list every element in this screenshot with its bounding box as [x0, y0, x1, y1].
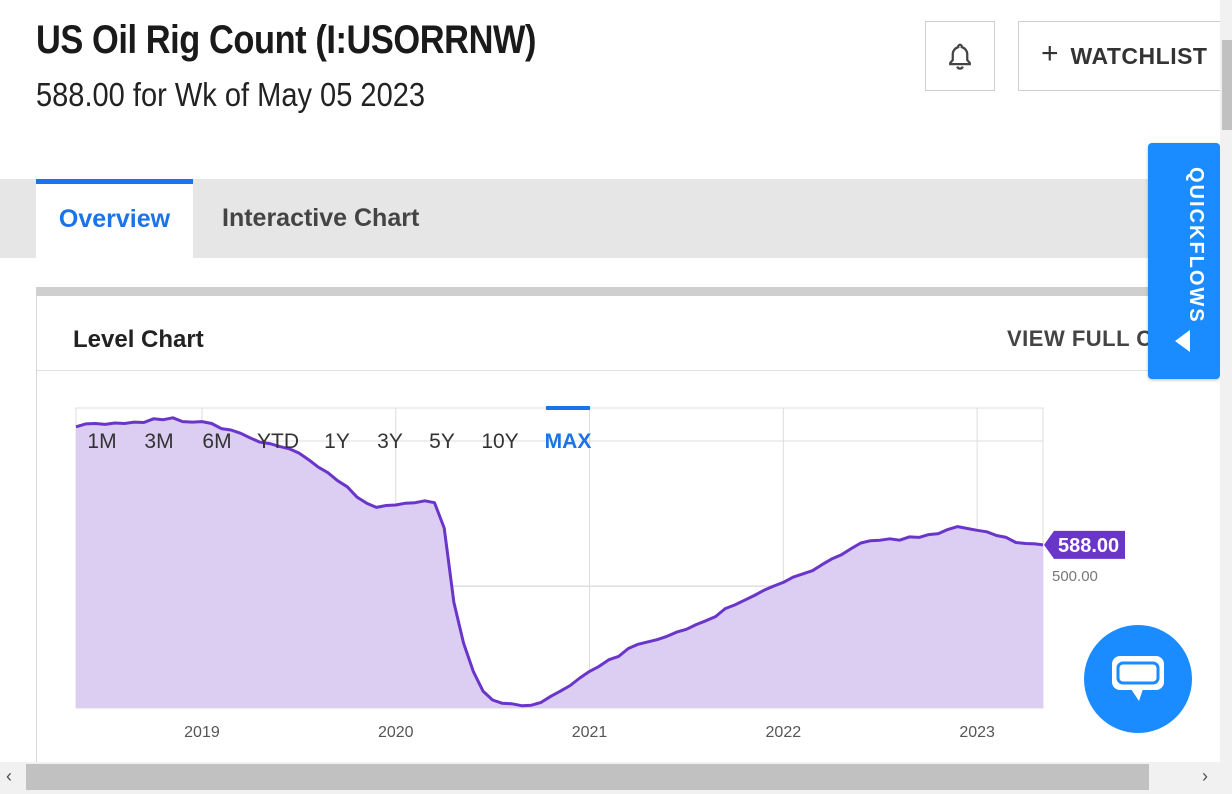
latest-value-subtitle: 588.00 for Wk of May 05 2023: [36, 76, 426, 113]
series-line: [75, 416, 1044, 708]
quickflows-tab[interactable]: QUICKFLOWS: [1148, 143, 1220, 379]
quickflows-label: QUICKFLOWS: [1185, 167, 1207, 324]
card-title: Level Chart: [73, 326, 204, 353]
last-value-badge: 588.00: [1044, 530, 1125, 559]
tab-overview[interactable]: Overview: [36, 179, 193, 258]
range-selector: 1M 3M 6M YTD 1Y 3Y 5Y 10Y MAX: [87, 406, 591, 453]
x-tick-2023: 2023: [959, 724, 995, 741]
add-to-watchlist-button[interactable]: + WATCHLIST: [1018, 21, 1232, 91]
watchlist-label: WATCHLIST: [1070, 42, 1208, 69]
tab-overview-label: Overview: [58, 204, 171, 233]
scroll-left-icon[interactable]: ‹: [6, 766, 12, 786]
horizontal-scrollbar[interactable]: ‹ ›: [0, 762, 1232, 794]
series-area: [76, 417, 1043, 708]
vertical-scrollbar[interactable]: [1220, 0, 1232, 762]
x-axis-ticks: 2019 2020 2021 2022 2023: [184, 724, 995, 741]
alert-bell-button[interactable]: [925, 21, 995, 91]
view-full-chart-link[interactable]: VIEW FULL CH: [1007, 326, 1170, 351]
tab-bar: Overview Interactive Chart: [0, 179, 1232, 258]
last-value-badge-bg: [1044, 530, 1125, 559]
chat-icon: [1112, 656, 1164, 701]
x-tick-2019: 2019: [184, 724, 220, 741]
scroll-right-icon[interactable]: ›: [1202, 766, 1208, 786]
tab-interactive-chart[interactable]: Interactive Chart: [222, 179, 419, 258]
tab-interactive-chart-label: Interactive Chart: [222, 204, 420, 232]
vertical-scroll-thumb[interactable]: [1222, 40, 1232, 130]
chat-button[interactable]: [1084, 625, 1192, 733]
range-button-5y[interactable]: 5Y: [429, 430, 455, 453]
page-title: US Oil Rig Count (I:USORRNW): [36, 18, 537, 62]
range-active-indicator: [546, 406, 590, 410]
range-button-1m[interactable]: 1M: [87, 430, 116, 453]
range-button-10y[interactable]: 10Y: [481, 430, 518, 453]
range-button-6m[interactable]: 6M: [202, 430, 231, 453]
caret-left-icon: [1175, 330, 1190, 352]
card-header: Level Chart VIEW FULL CH: [37, 296, 1232, 371]
range-button-1y[interactable]: 1Y: [324, 430, 350, 453]
y-tick-label: 500.00: [1052, 568, 1098, 585]
plus-icon: +: [1041, 37, 1059, 70]
bell-icon: [949, 43, 971, 70]
range-button-3m[interactable]: 3M: [144, 430, 173, 453]
range-button-ytd[interactable]: YTD: [257, 430, 299, 453]
range-button-max[interactable]: MAX: [545, 430, 592, 453]
x-tick-2022: 2022: [766, 724, 802, 741]
x-tick-2021: 2021: [572, 724, 608, 741]
horizontal-scroll-thumb[interactable]: [26, 764, 1149, 790]
x-tick-2020: 2020: [378, 724, 414, 741]
range-button-3y[interactable]: 3Y: [377, 430, 403, 453]
last-value-label: 588.00: [1058, 535, 1119, 557]
